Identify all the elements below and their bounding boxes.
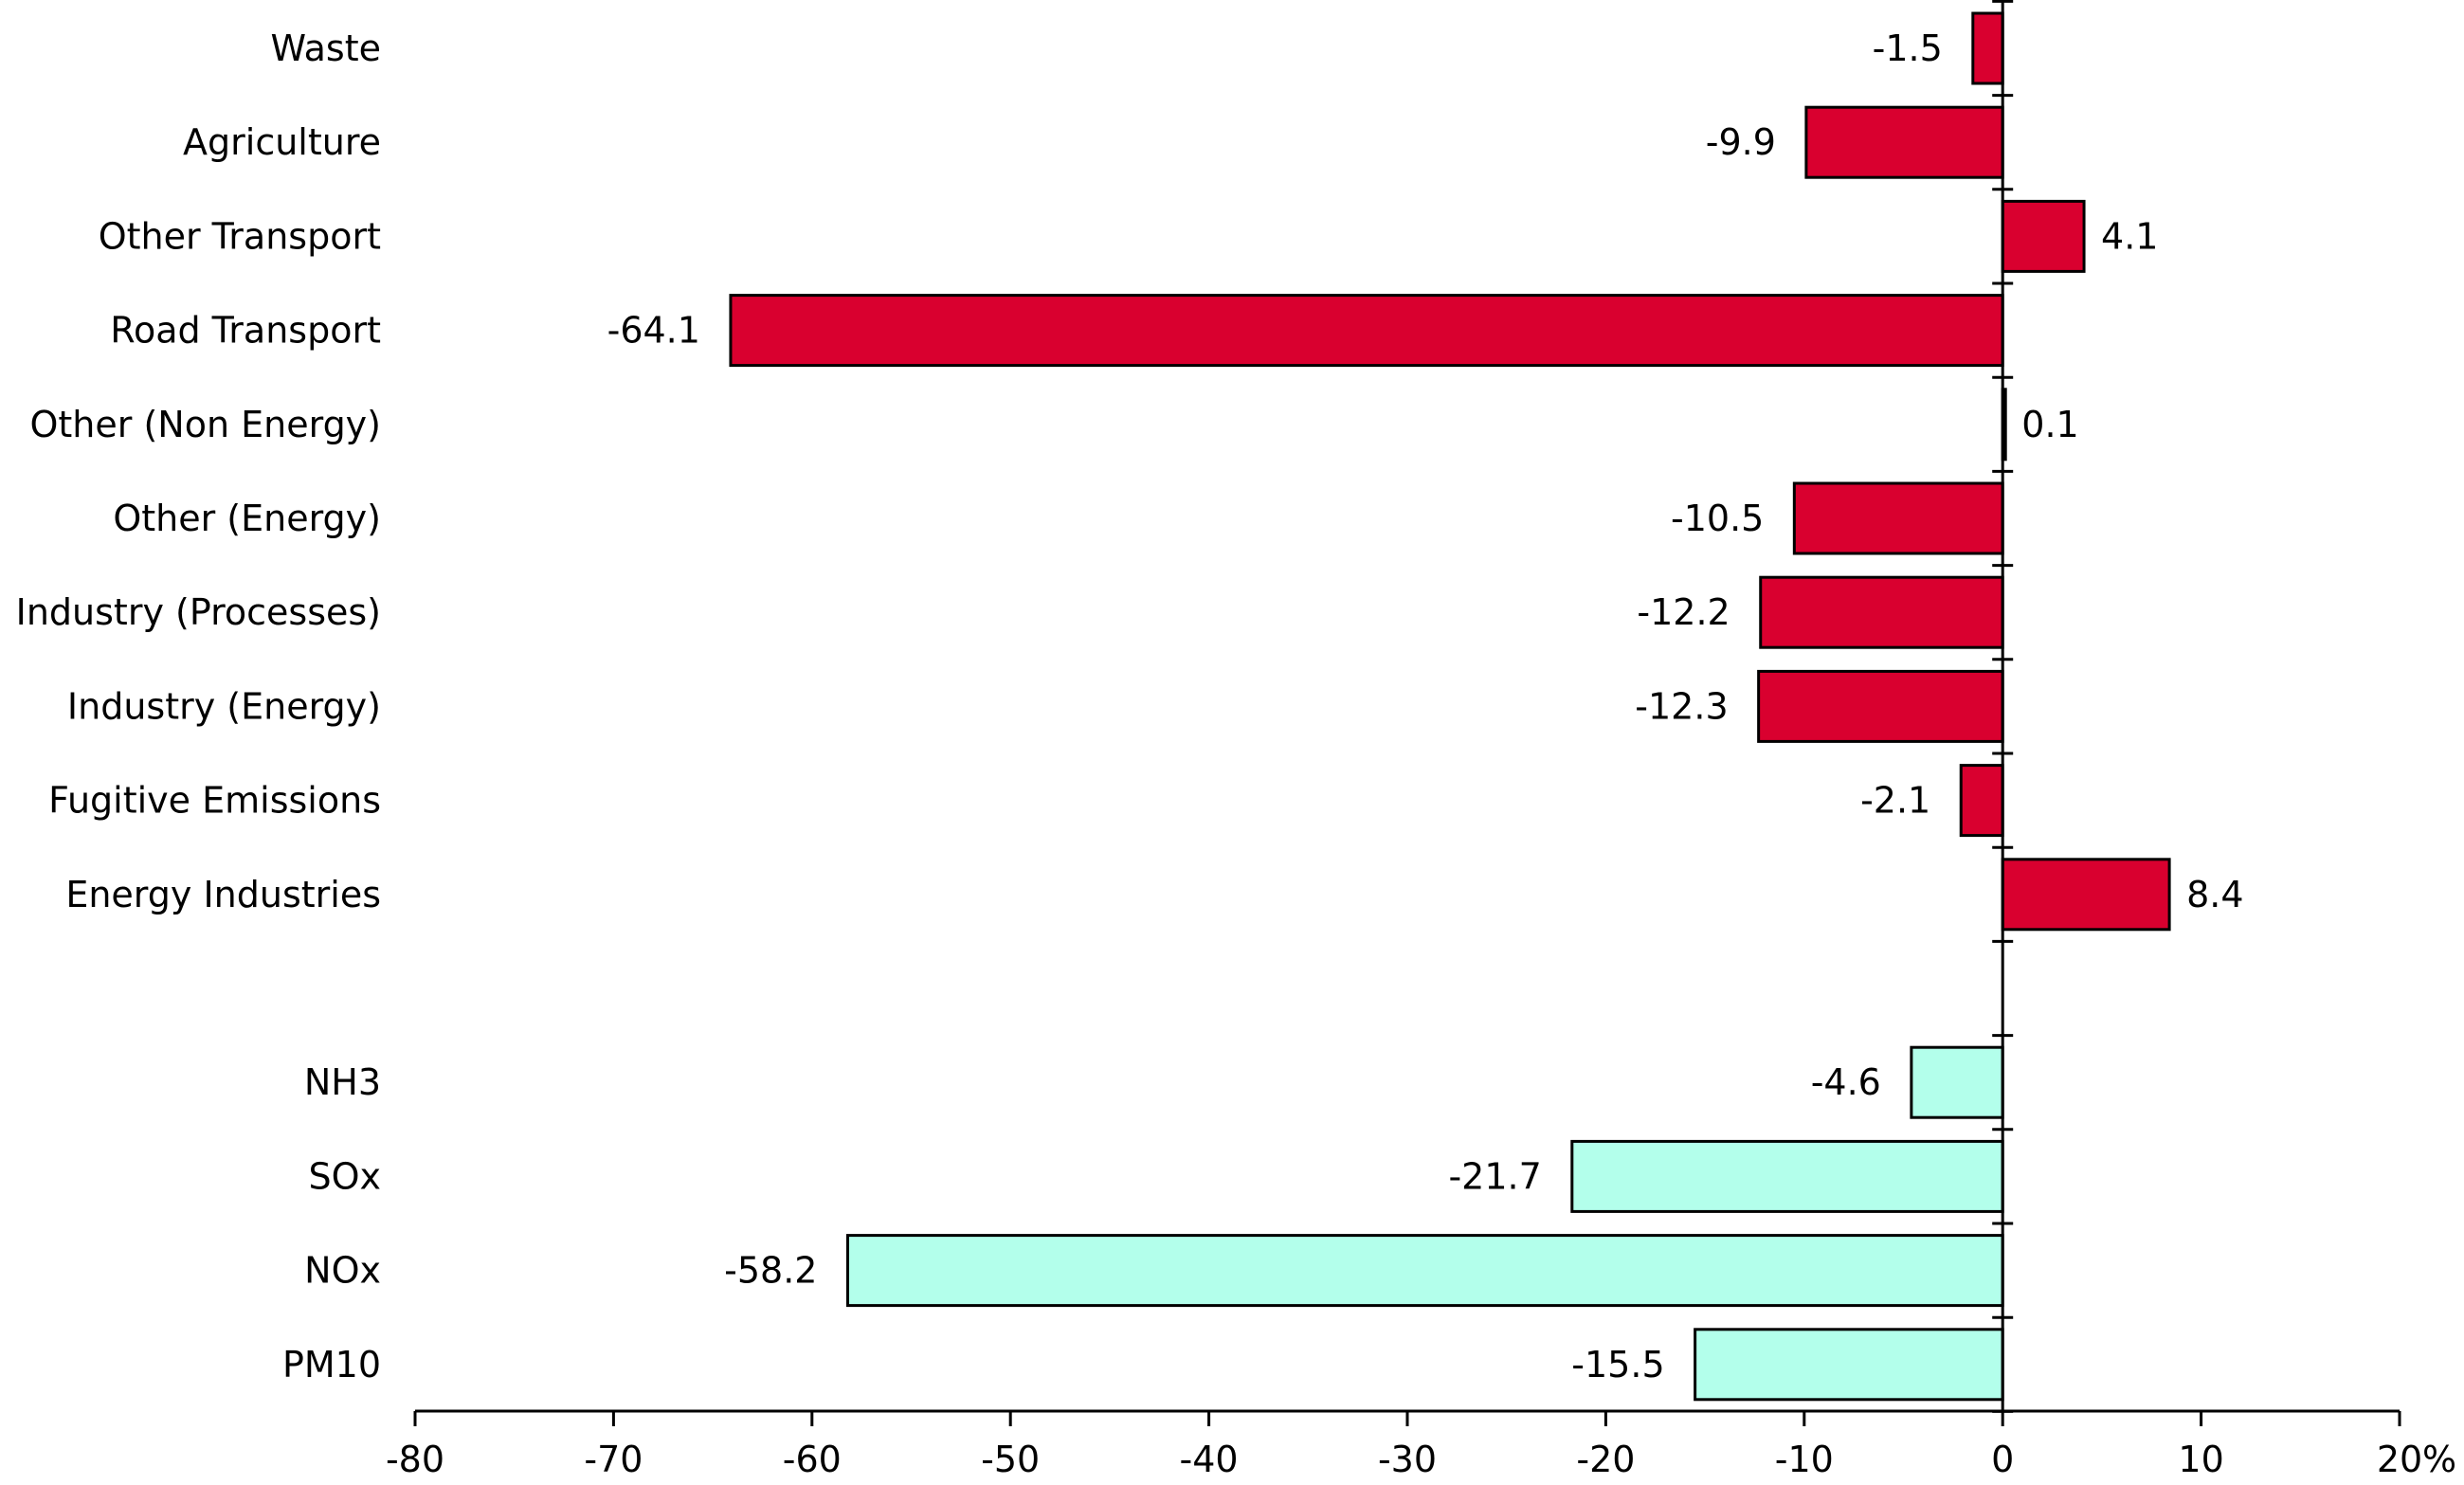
x-tick-label: -10 <box>1775 1439 1834 1480</box>
value-label: -2.1 <box>1860 780 1930 822</box>
value-label: -21.7 <box>1448 1155 1541 1197</box>
bar <box>729 294 2004 368</box>
bar <box>1971 11 2004 85</box>
bars-layer <box>729 11 2171 1402</box>
bar <box>845 1234 2004 1308</box>
value-label: -12.2 <box>1637 591 1730 633</box>
category-label: Other Transport <box>99 215 381 257</box>
category-label: Waste <box>270 27 381 69</box>
labels-layer: Waste Agriculture Other Transport Road Tran… <box>16 27 2456 1480</box>
bar <box>1694 1328 2004 1402</box>
bar <box>1959 764 2004 838</box>
x-axis-unit-label: % <box>2422 1439 2456 1480</box>
value-label: 0.1 <box>2021 404 2078 445</box>
category-label: SOx <box>308 1155 381 1197</box>
category-label: PM10 <box>282 1344 381 1385</box>
value-label: -9.9 <box>1706 121 1776 163</box>
x-tick-label: -50 <box>981 1439 1040 1480</box>
bar <box>1757 669 2004 743</box>
bar <box>1910 1045 2004 1119</box>
category-label: Energy Industries <box>65 874 381 915</box>
value-label: -15.5 <box>1571 1344 1664 1385</box>
bar <box>1759 575 2004 649</box>
x-tick-label: -40 <box>1180 1439 1239 1480</box>
x-tick-label: 0 <box>1991 1439 2014 1480</box>
value-label: -10.5 <box>1671 498 1764 539</box>
axes-layer <box>413 0 2401 1426</box>
x-tick-label: -20 <box>1576 1439 1635 1480</box>
bar <box>2001 199 2086 273</box>
category-label: Other (Energy) <box>113 498 381 539</box>
value-label: -4.6 <box>1811 1061 1881 1103</box>
category-label: NH3 <box>304 1061 381 1103</box>
category-label: Industry (Processes) <box>16 591 381 633</box>
category-label: Other (Non Energy) <box>30 404 382 445</box>
x-tick-label: -80 <box>386 1439 444 1480</box>
value-label: 4.1 <box>2101 215 2158 257</box>
bar <box>1570 1139 2004 1213</box>
category-label: Industry (Energy) <box>67 685 381 727</box>
x-tick-label: 20 <box>2377 1439 2422 1480</box>
category-label: Fugitive Emissions <box>48 780 381 822</box>
x-tick-label: -30 <box>1378 1439 1437 1480</box>
bar <box>2001 858 2171 932</box>
bar <box>1792 481 2004 555</box>
category-label: Road Transport <box>110 310 381 352</box>
x-tick-label: -60 <box>783 1439 842 1480</box>
value-label: -58.2 <box>724 1250 817 1292</box>
category-label: NOx <box>304 1250 381 1292</box>
category-label: Agriculture <box>183 121 381 163</box>
value-label: -12.3 <box>1635 685 1728 727</box>
value-label: 8.4 <box>2186 874 2243 915</box>
value-label: -1.5 <box>1873 27 1943 69</box>
value-label: -64.1 <box>607 310 700 352</box>
x-tick-label: -70 <box>584 1439 643 1480</box>
x-tick-label: 10 <box>2178 1439 2223 1480</box>
bar <box>1804 105 2004 179</box>
